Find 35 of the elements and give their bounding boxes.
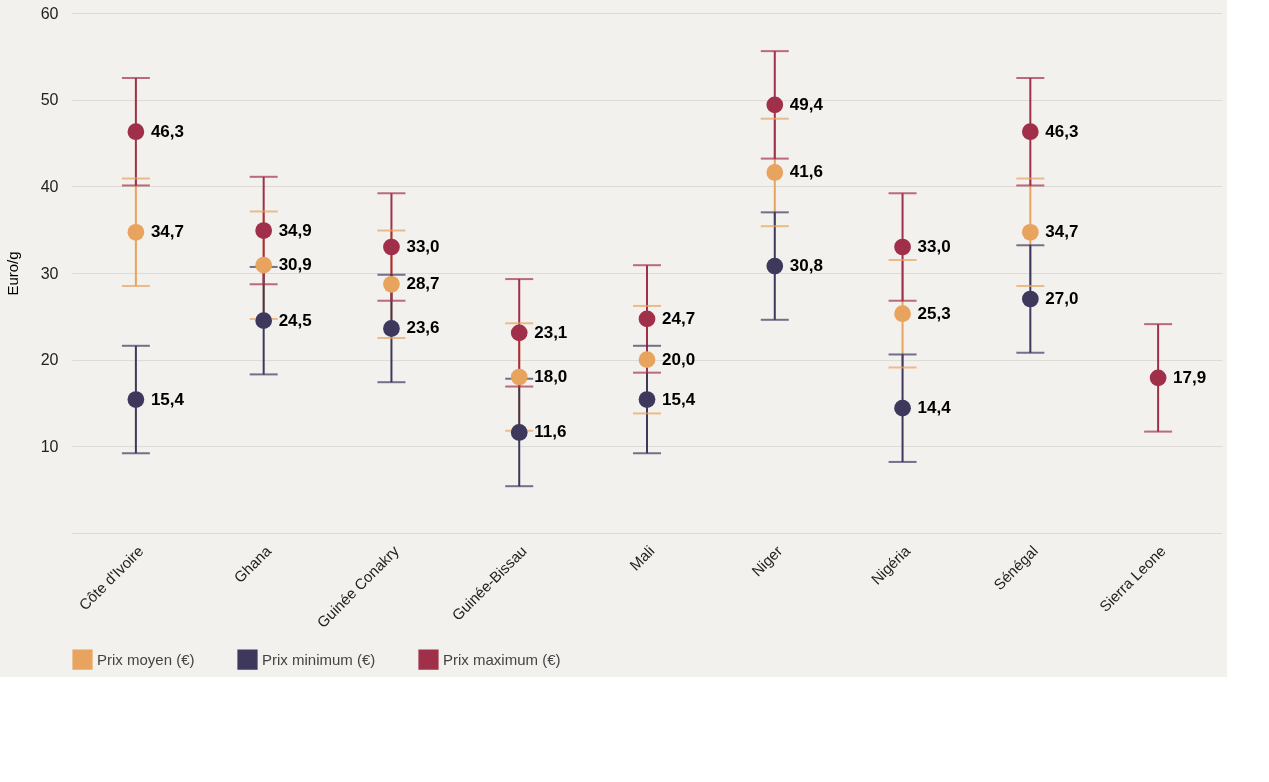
data-label: 41,6 — [789, 162, 823, 182]
data-label: 25,3 — [917, 303, 951, 323]
data-label: 30,9 — [278, 255, 312, 275]
data-label: 30,8 — [789, 256, 823, 276]
data-label: 34,7 — [150, 222, 184, 242]
y-tick-label: 40 — [40, 177, 59, 195]
data-label: 18,0 — [534, 367, 568, 386]
data-label: 15,4 — [662, 389, 696, 409]
data-label: 33,0 — [917, 237, 951, 256]
data-label: 24,5 — [278, 310, 312, 330]
data-label: 24,7 — [662, 308, 696, 328]
y-tick-label: 20 — [40, 351, 59, 369]
data-label: 34,9 — [278, 220, 312, 240]
legend-label: Prix minimum (€) — [262, 650, 376, 668]
data-label: 20,0 — [662, 349, 696, 369]
data-label: 23,6 — [406, 318, 440, 338]
y-tick-label: 60 — [40, 4, 59, 22]
data-label: 34,7 — [1045, 222, 1079, 242]
data-label: 49,4 — [789, 94, 824, 114]
y-tick-label: 10 — [40, 437, 59, 455]
y-tick-label: 30 — [40, 264, 59, 282]
data-label: 11,6 — [534, 422, 567, 442]
legend-label: Prix moyen (€) — [97, 650, 195, 668]
data-label: 27,0 — [1045, 289, 1079, 308]
data-label: 14,4 — [917, 398, 952, 418]
data-label: 17,9 — [1173, 367, 1207, 387]
data-label: 33,0 — [406, 237, 440, 256]
y-tick-label: 50 — [40, 91, 59, 109]
legend-label: Prix maximum (€) — [443, 650, 561, 668]
data-label: 28,7 — [406, 274, 440, 294]
data-label: 23,1 — [534, 322, 568, 342]
data-label: 15,4 — [150, 389, 185, 409]
data-label: 46,3 — [1045, 121, 1079, 141]
y-axis-title: Euro/g — [3, 251, 21, 296]
data-label: 46,3 — [150, 121, 184, 141]
